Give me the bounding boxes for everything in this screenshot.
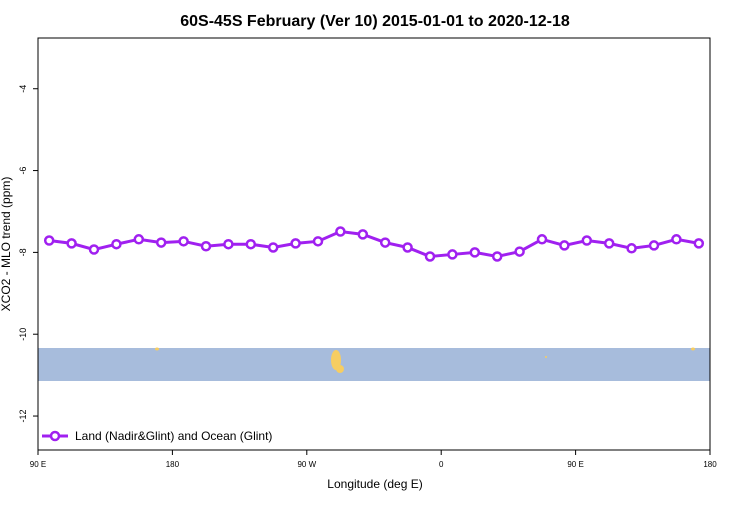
x-tick-label: 0 <box>439 460 444 469</box>
x-axis-label: Longitude (deg E) <box>327 477 422 491</box>
data-point <box>559 240 570 251</box>
data-point <box>671 234 682 245</box>
data-point <box>648 240 660 251</box>
data-point <box>626 243 637 254</box>
x-tick-label: 180 <box>166 460 180 469</box>
y-tick-label: -8 <box>18 248 28 256</box>
data-point <box>581 235 593 246</box>
chart-title: 60S-45S February (Ver 10) 2015-01-01 to … <box>180 13 570 30</box>
y-axis-label: XCO2 - MLO trend (ppm) <box>0 177 13 312</box>
map-strip <box>38 347 710 381</box>
data-point <box>379 237 391 248</box>
legend-marker <box>49 430 61 442</box>
x-tick-label: 180 <box>703 460 717 469</box>
data-point <box>491 251 503 262</box>
data-point <box>290 238 301 249</box>
data-point <box>312 236 324 247</box>
data-point <box>111 238 122 250</box>
data-point <box>43 235 55 246</box>
y-tick-label: -10 <box>18 328 28 341</box>
series-line <box>49 229 700 259</box>
legend-label: Land (Nadir&Glint) and Ocean (Glint) <box>75 429 272 443</box>
y-tick-label: -6 <box>18 167 28 175</box>
data-point <box>155 237 167 248</box>
data-point <box>693 238 705 249</box>
data-point <box>514 246 525 257</box>
data-point <box>88 244 100 255</box>
data-point <box>357 229 369 240</box>
x-tick-label: 90 W <box>297 460 316 469</box>
data-point <box>200 241 212 252</box>
data-point <box>178 236 189 247</box>
plot-frame <box>37 37 711 451</box>
data-point <box>447 249 458 260</box>
data-point <box>267 242 279 253</box>
data-point <box>66 238 77 249</box>
data-point <box>335 226 346 237</box>
data-point <box>424 251 436 262</box>
y-tick-label: -4 <box>18 85 28 93</box>
x-tick-label: 90 E <box>567 460 583 469</box>
data-point <box>469 247 481 258</box>
data-point <box>133 234 145 245</box>
x-tick-label: 90 E <box>30 460 46 469</box>
data-point <box>603 238 615 249</box>
data-point <box>536 234 548 245</box>
data-point <box>245 238 257 250</box>
y-tick-label: -12 <box>18 410 28 423</box>
data-point <box>402 242 413 253</box>
data-point <box>223 238 234 250</box>
